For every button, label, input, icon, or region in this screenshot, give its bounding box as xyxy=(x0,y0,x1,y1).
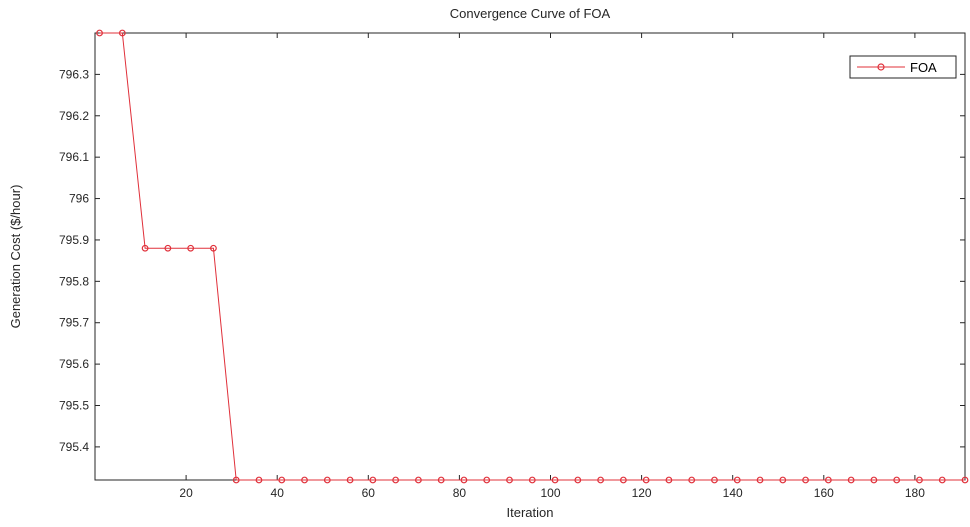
x-tick-label: 100 xyxy=(540,486,560,500)
data-point xyxy=(528,476,536,484)
data-point xyxy=(665,476,673,484)
data-point xyxy=(893,476,901,484)
data-point xyxy=(483,476,491,484)
series-layer xyxy=(96,29,969,484)
series-line-foa xyxy=(99,32,965,481)
data-point xyxy=(733,476,741,484)
data-point xyxy=(187,244,195,252)
data-point xyxy=(437,476,445,484)
x-tick-label: 160 xyxy=(814,486,834,500)
data-point xyxy=(369,476,377,484)
data-point xyxy=(96,29,103,37)
x-tick-label: 40 xyxy=(271,486,285,500)
data-point xyxy=(278,476,286,484)
x-tick-label: 180 xyxy=(905,486,925,500)
y-axis-ticks: 795.4 795.5 795.6 795.7 795.8 795.9 796 796.1 79… xyxy=(59,67,965,454)
data-point xyxy=(802,476,809,484)
y-tick-label: 796.1 xyxy=(59,150,89,164)
x-axis-label: Iteration xyxy=(507,505,554,520)
data-point xyxy=(574,476,582,484)
data-point xyxy=(847,476,855,484)
y-tick-label: 796.2 xyxy=(59,109,89,123)
data-point xyxy=(141,244,149,252)
y-tick-label: 795.4 xyxy=(59,440,89,454)
data-point xyxy=(255,476,263,484)
plot-axes xyxy=(94,32,966,481)
y-tick-label: 796.3 xyxy=(59,67,89,81)
data-point xyxy=(597,476,605,484)
x-tick-label: 140 xyxy=(723,486,743,500)
data-point xyxy=(824,476,832,484)
y-tick-label: 795.7 xyxy=(59,316,89,330)
y-tick-label: 795.8 xyxy=(59,274,89,288)
y-axis-label: Generation Cost ($/hour) xyxy=(8,185,23,329)
data-point xyxy=(346,476,354,484)
x-axis-ticks: 20 40 60 80 100 120 140 160 180 xyxy=(179,33,925,500)
data-point xyxy=(916,476,923,484)
data-point xyxy=(118,29,126,37)
y-tick-label: 796 xyxy=(69,192,89,206)
data-point xyxy=(460,476,468,484)
legend-entry-foa: FOA xyxy=(910,60,937,75)
data-point xyxy=(961,476,969,484)
x-tick-label: 120 xyxy=(632,486,652,500)
data-point xyxy=(551,476,559,484)
x-tick-label: 20 xyxy=(179,486,193,500)
data-point xyxy=(779,476,787,484)
data-point xyxy=(232,476,240,484)
data-point xyxy=(938,476,946,484)
data-point xyxy=(688,476,696,484)
data-point xyxy=(756,476,764,484)
data-point xyxy=(164,244,172,252)
plot-frame xyxy=(94,32,966,481)
data-point xyxy=(392,476,400,484)
x-tick-label: 60 xyxy=(362,486,376,500)
data-point xyxy=(870,476,878,484)
y-tick-label: 795.6 xyxy=(59,357,89,371)
data-point xyxy=(323,476,331,484)
data-point xyxy=(210,244,217,252)
data-point xyxy=(301,476,308,484)
data-point xyxy=(619,476,627,484)
data-point xyxy=(642,476,650,484)
legend: FOA xyxy=(849,55,957,79)
legend-marker xyxy=(877,63,885,71)
data-point xyxy=(415,476,422,484)
data-point xyxy=(506,476,513,484)
chart-title: Convergence Curve of FOA xyxy=(450,6,611,21)
x-tick-label: 80 xyxy=(453,486,467,500)
y-tick-label: 795.5 xyxy=(59,399,89,413)
data-point xyxy=(711,476,718,484)
y-tick-label: 795.9 xyxy=(59,233,89,247)
